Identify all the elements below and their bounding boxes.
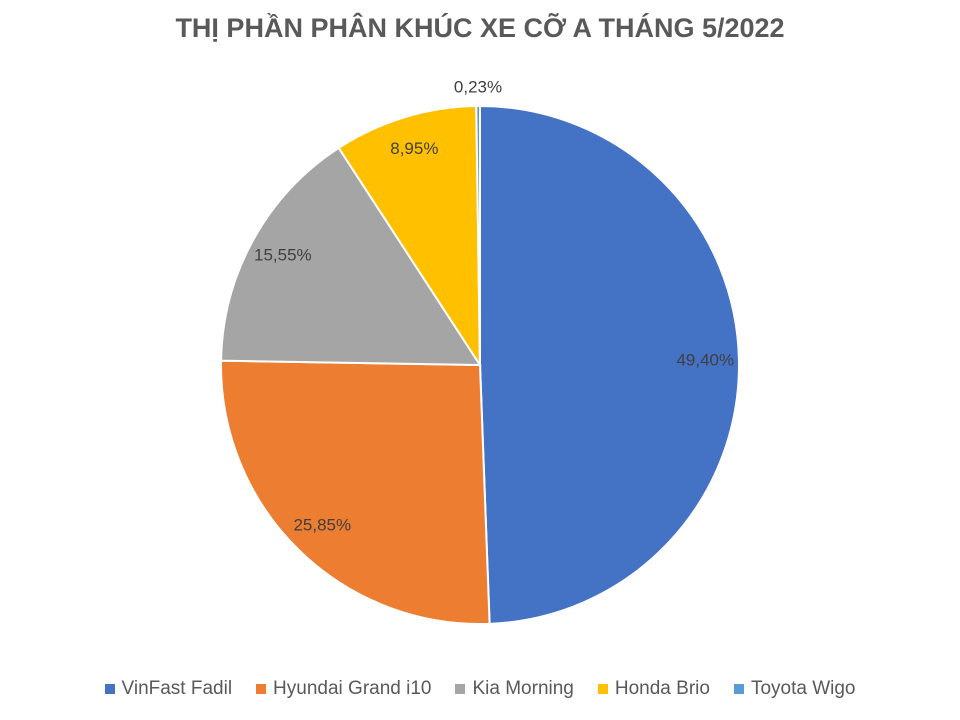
chart: THỊ PHẦN PHÂN KHÚC XE CỠ A THÁNG 5/2022 … (175, 12, 785, 625)
data-label: 8,95% (390, 139, 438, 158)
legend: VinFast Fadil Hyundai Grand i10 Kia Mornin… (0, 678, 960, 700)
legend-item: Kia Morning (455, 678, 574, 700)
pie-slice (220, 146, 482, 367)
legend-item: Hyundai Grand i10 (256, 678, 431, 700)
chart-title: THỊ PHẦN PHÂN KHÚC XE CỠ A THÁNG 5/2022 (175, 12, 784, 43)
legend-label: Hyundai Grand i10 (273, 678, 432, 699)
legend-item: VinFast Fadil (104, 678, 233, 700)
legend-swatch (256, 684, 267, 694)
data-label: 15,55% (254, 245, 312, 264)
legend-label: Toyota Wigo (750, 678, 856, 699)
pie-slice (337, 105, 482, 369)
legend-item: Honda Brio (597, 678, 710, 700)
legend-label: Kia Morning (472, 678, 574, 699)
data-label: 49,40% (676, 350, 734, 369)
legend-swatch (733, 684, 744, 694)
legend-label: Honda Brio (614, 678, 710, 699)
pie-slice (220, 359, 491, 625)
pie-slice (475, 104, 481, 366)
pie-slice (479, 104, 740, 625)
legend-swatch (104, 684, 115, 694)
legend-swatch (455, 684, 466, 694)
legend-label: VinFast Fadil (121, 678, 233, 699)
data-label: 0,23% (454, 77, 502, 96)
data-label: 25,85% (293, 515, 351, 534)
legend-item: Toyota Wigo (733, 678, 856, 700)
legend-swatch (597, 684, 608, 694)
